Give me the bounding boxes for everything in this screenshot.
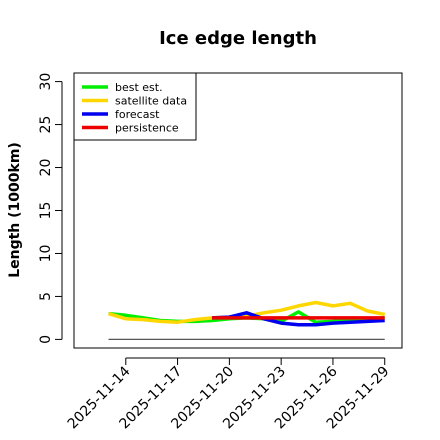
y-tick-label: 0 <box>38 335 54 344</box>
y-tick-label: 5 <box>38 292 54 301</box>
legend-label: persistence <box>115 122 179 135</box>
chart-title: Ice edge length <box>159 28 317 49</box>
legend-label: forecast <box>115 108 160 121</box>
plot-frame <box>73 72 403 349</box>
series-line-forecast <box>212 311 385 327</box>
legend: best est.satellite dataforecastpersisten… <box>73 72 197 141</box>
x-axis: 2025-11-142025-11-172025-11-202025-11-23… <box>65 357 393 432</box>
legend-label: satellite data <box>115 95 187 108</box>
y-tick-label: 15 <box>38 202 54 220</box>
y-tick-label: 25 <box>38 116 54 134</box>
series-layer <box>107 300 386 327</box>
y-axis-label: Length (1000km) <box>7 142 23 278</box>
y-tick-label: 10 <box>38 245 54 263</box>
y-tick-label: 30 <box>38 73 54 91</box>
y-tick-label: 20 <box>38 159 54 177</box>
legend-label: best est. <box>115 81 163 94</box>
y-axis: 0 5 10 15 20 25 30 <box>38 73 63 344</box>
